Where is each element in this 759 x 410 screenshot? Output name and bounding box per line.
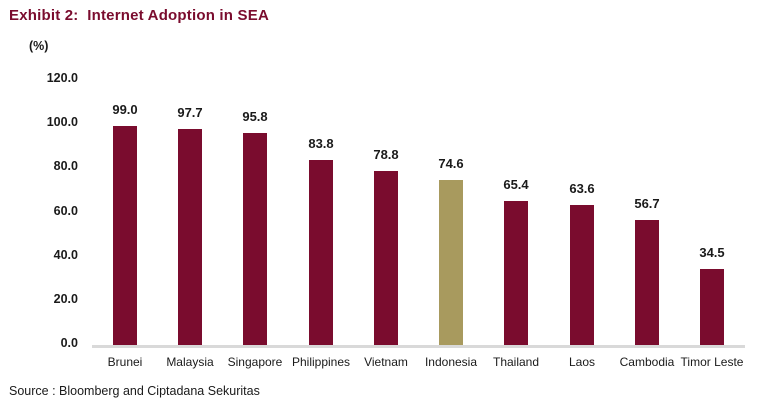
x-category-label: Cambodia	[619, 355, 675, 369]
bar-value-label: 63.6	[569, 181, 595, 196]
x-category-label: Timor Leste	[680, 355, 744, 369]
bar-value-label: 34.5	[699, 245, 725, 260]
bar-indonesia	[439, 180, 463, 345]
bar-brunei	[113, 126, 137, 345]
bar-value-label: 97.7	[177, 105, 203, 120]
y-tick-label: 80.0	[53, 159, 78, 174]
y-tick-label: 60.0	[53, 203, 78, 218]
x-category-label: Brunei	[107, 355, 143, 369]
source-note: Source : Bloomberg and Ciptadana Sekurit…	[9, 384, 260, 398]
bar-thailand	[504, 201, 528, 345]
bar-value-label: 99.0	[112, 102, 138, 117]
x-category-label: Indonesia	[424, 355, 478, 369]
bar-laos	[570, 205, 594, 345]
bar-malaysia	[178, 129, 202, 345]
y-tick-label: 100.0	[46, 115, 78, 130]
bar-value-label: 65.4	[503, 177, 529, 192]
y-axis-unit-label: (%)	[29, 39, 49, 53]
x-category-label: Laos	[568, 355, 596, 369]
bar-timor-leste	[700, 269, 724, 345]
bar-vietnam	[374, 171, 398, 345]
bar-philippines	[309, 160, 333, 345]
y-tick-label: 20.0	[53, 291, 78, 306]
x-category-label: Philippines	[291, 355, 351, 369]
bar-singapore	[243, 133, 267, 345]
y-tick-label: 120.0	[46, 71, 78, 85]
bar-cambodia	[635, 220, 659, 345]
x-category-label: Thailand	[492, 355, 540, 369]
exhibit-title: Exhibit 2: Internet Adoption in SEA	[9, 7, 269, 24]
bar-value-label: 78.8	[373, 147, 399, 162]
bar-value-label: 83.8	[308, 136, 334, 151]
x-category-label: Malaysia	[166, 355, 214, 369]
y-tick-label: 40.0	[53, 247, 78, 262]
x-category-label: Vietnam	[364, 355, 408, 369]
bar-value-label: 56.7	[634, 196, 660, 211]
bar-value-label: 74.6	[438, 156, 464, 171]
x-axis-line	[92, 345, 745, 348]
x-category-label: Singapore	[227, 355, 283, 369]
y-tick-label: 0.0	[60, 336, 78, 350]
bar-value-label: 95.8	[242, 109, 268, 124]
